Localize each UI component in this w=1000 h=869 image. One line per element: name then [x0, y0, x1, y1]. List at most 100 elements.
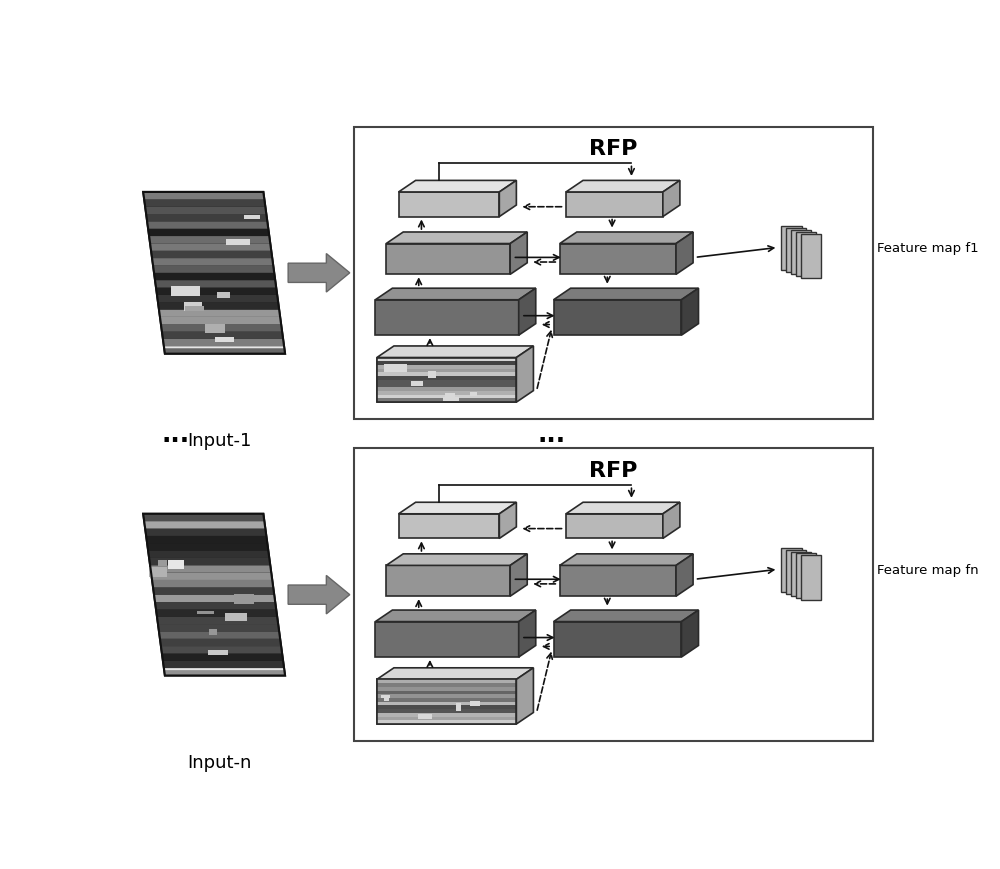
- Polygon shape: [377, 680, 516, 724]
- Polygon shape: [375, 289, 536, 301]
- Polygon shape: [205, 324, 225, 334]
- Polygon shape: [377, 691, 516, 694]
- Polygon shape: [377, 709, 516, 713]
- Polygon shape: [156, 610, 277, 617]
- Polygon shape: [158, 624, 279, 632]
- Polygon shape: [781, 548, 802, 593]
- Polygon shape: [499, 182, 516, 217]
- Polygon shape: [164, 668, 285, 676]
- Polygon shape: [681, 610, 699, 657]
- Polygon shape: [428, 372, 436, 378]
- Polygon shape: [154, 595, 275, 602]
- Text: Input-1: Input-1: [187, 431, 251, 449]
- Polygon shape: [160, 317, 281, 325]
- Polygon shape: [566, 193, 663, 217]
- Text: ...: ...: [161, 422, 189, 446]
- Polygon shape: [185, 307, 204, 312]
- Polygon shape: [148, 551, 269, 558]
- Polygon shape: [375, 610, 536, 622]
- Polygon shape: [560, 554, 693, 566]
- Polygon shape: [226, 240, 250, 246]
- Polygon shape: [519, 289, 536, 335]
- Polygon shape: [145, 529, 266, 536]
- Text: Feature map fn: Feature map fn: [877, 563, 978, 576]
- Polygon shape: [158, 560, 167, 567]
- Polygon shape: [377, 384, 516, 388]
- Polygon shape: [377, 694, 516, 698]
- Polygon shape: [560, 233, 693, 244]
- Polygon shape: [377, 395, 516, 399]
- Polygon shape: [155, 281, 276, 289]
- Polygon shape: [411, 381, 423, 387]
- Polygon shape: [157, 295, 278, 303]
- Polygon shape: [153, 266, 274, 274]
- Polygon shape: [386, 233, 527, 244]
- Polygon shape: [566, 514, 663, 539]
- Polygon shape: [377, 698, 516, 702]
- Polygon shape: [375, 301, 519, 335]
- Polygon shape: [147, 222, 268, 229]
- Polygon shape: [377, 713, 516, 717]
- Polygon shape: [377, 388, 516, 392]
- Polygon shape: [663, 182, 680, 217]
- Polygon shape: [143, 514, 285, 676]
- Polygon shape: [155, 602, 276, 610]
- Polygon shape: [676, 554, 693, 596]
- Polygon shape: [386, 554, 527, 566]
- Polygon shape: [377, 376, 516, 381]
- Polygon shape: [208, 650, 228, 655]
- Polygon shape: [377, 399, 516, 402]
- Polygon shape: [144, 200, 265, 208]
- Polygon shape: [145, 208, 266, 215]
- Polygon shape: [445, 393, 455, 398]
- Polygon shape: [159, 632, 280, 639]
- Polygon shape: [470, 701, 480, 706]
- Polygon shape: [168, 561, 184, 570]
- Polygon shape: [377, 680, 516, 683]
- Polygon shape: [150, 566, 271, 573]
- Polygon shape: [377, 717, 516, 720]
- Polygon shape: [150, 244, 271, 251]
- Polygon shape: [554, 622, 681, 657]
- Polygon shape: [560, 566, 676, 596]
- Polygon shape: [143, 514, 264, 521]
- Polygon shape: [164, 347, 285, 355]
- Polygon shape: [143, 193, 264, 200]
- Polygon shape: [516, 347, 533, 402]
- Polygon shape: [217, 293, 230, 299]
- Polygon shape: [519, 610, 536, 657]
- Polygon shape: [381, 695, 390, 699]
- Polygon shape: [161, 647, 282, 653]
- Polygon shape: [234, 594, 254, 605]
- Polygon shape: [377, 366, 516, 369]
- Polygon shape: [163, 661, 284, 668]
- Polygon shape: [554, 301, 681, 335]
- Text: ...: ...: [537, 422, 565, 446]
- Polygon shape: [159, 310, 280, 317]
- Polygon shape: [554, 610, 699, 622]
- Polygon shape: [377, 358, 516, 362]
- Polygon shape: [184, 302, 202, 312]
- Text: Input-n: Input-n: [187, 753, 251, 771]
- Polygon shape: [158, 303, 279, 310]
- Polygon shape: [154, 274, 275, 281]
- Polygon shape: [144, 521, 265, 529]
- Polygon shape: [781, 227, 802, 271]
- Polygon shape: [510, 233, 527, 275]
- Polygon shape: [152, 580, 273, 587]
- Polygon shape: [663, 502, 680, 539]
- Polygon shape: [156, 289, 277, 295]
- Polygon shape: [244, 216, 260, 220]
- Text: RFP: RFP: [589, 139, 637, 159]
- Polygon shape: [443, 398, 459, 401]
- Polygon shape: [157, 617, 278, 624]
- Polygon shape: [399, 502, 516, 514]
- Polygon shape: [377, 347, 533, 358]
- Polygon shape: [791, 552, 811, 596]
- Polygon shape: [676, 233, 693, 275]
- Polygon shape: [386, 244, 510, 275]
- Polygon shape: [499, 502, 516, 539]
- Polygon shape: [786, 550, 806, 594]
- Polygon shape: [510, 554, 527, 596]
- Polygon shape: [516, 668, 533, 724]
